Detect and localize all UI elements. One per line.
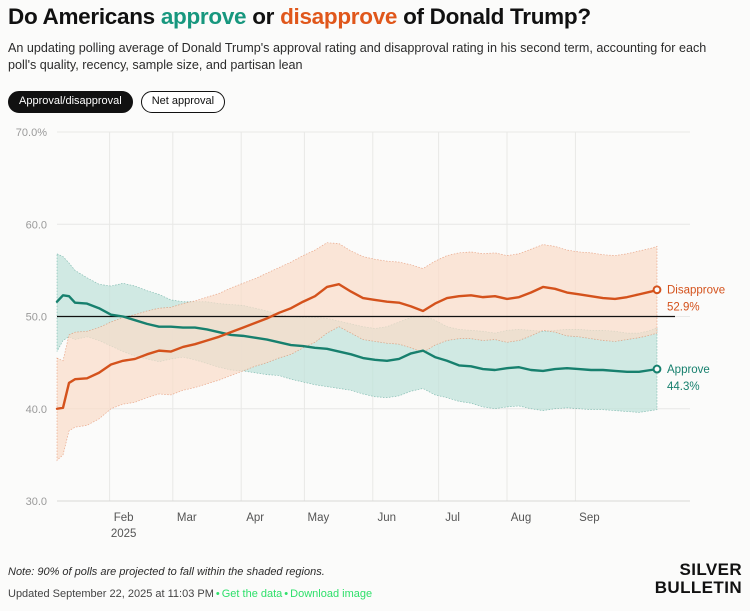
approval-chart[interactable]: 30.0 40.0 50.0 60.0 70.0% Disapprove 52.9% Appr… bbox=[0, 118, 750, 548]
x-tick-label: Sep bbox=[579, 512, 599, 524]
y-tick-label: 40.0 bbox=[26, 404, 47, 416]
x-tick-label: May bbox=[308, 512, 330, 524]
title-text-2: of Donald Trump? bbox=[397, 4, 591, 29]
x-tick-label: Aug bbox=[511, 512, 531, 524]
toggle-approval-disapproval[interactable]: Approval/disapproval bbox=[8, 91, 133, 113]
y-tick-label: 70.0% bbox=[16, 127, 47, 139]
title-word-disapprove: disapprove bbox=[280, 4, 398, 29]
page-title: Do Americans approve or disapprove of Do… bbox=[8, 4, 744, 30]
download-image-link[interactable]: Download image bbox=[290, 588, 373, 600]
endpoint-marker-approve bbox=[652, 364, 662, 374]
y-tick-label: 50.0 bbox=[26, 312, 47, 324]
x-tick-label: Jul bbox=[445, 512, 460, 524]
x-tick-label: Apr bbox=[246, 512, 264, 524]
updated-line: Updated September 22, 2025 at 11:03 PM • G… bbox=[8, 588, 372, 600]
title-text-1: Do Americans bbox=[8, 4, 161, 29]
chart-note: Note: 90% of polls are projected to fall… bbox=[8, 566, 325, 578]
line-approve[interactable] bbox=[55, 294, 659, 374]
x-tick-label: Mar bbox=[177, 512, 197, 524]
endpoint-label-disapprove: Disapprove bbox=[667, 285, 725, 297]
page-subtitle: An updating polling average of Donald Tr… bbox=[8, 41, 707, 72]
endpoint-marker-disapprove bbox=[652, 285, 662, 295]
endpoint-value-disapprove: 52.9% bbox=[667, 302, 700, 314]
updated-timestamp: Updated September 22, 2025 at 11:03 PM bbox=[8, 588, 214, 600]
toggle-net-approval[interactable]: Net approval bbox=[140, 91, 226, 113]
logo-line-1: SILVER bbox=[679, 560, 742, 579]
view-toggle-group: Approval/disapproval Net approval bbox=[8, 91, 226, 113]
line-disapprove[interactable] bbox=[55, 283, 659, 410]
chart-svg: 30.0 40.0 50.0 60.0 70.0% Disapprove 52.9% Appr… bbox=[16, 127, 725, 540]
title-text-mid: or bbox=[246, 4, 281, 29]
y-tick-label: 60.0 bbox=[26, 219, 47, 231]
bullet-1: • bbox=[215, 588, 220, 600]
logo-line-2: BULLETIN bbox=[654, 577, 742, 597]
x-tick-year-label: 2025 bbox=[111, 528, 137, 540]
bullet-2: • bbox=[284, 588, 289, 600]
confidence-band-disapprove bbox=[56, 242, 658, 462]
title-word-approve: approve bbox=[160, 4, 247, 29]
y-tick-label: 30.0 bbox=[26, 496, 47, 508]
x-tick-label: Feb bbox=[114, 512, 134, 524]
silver-bulletin-logo: SILVER BULLETIN bbox=[655, 561, 742, 596]
endpoint-value-approve: 44.3% bbox=[667, 381, 700, 393]
get-the-data-link[interactable]: Get the data bbox=[221, 588, 283, 600]
endpoint-label-approve: Approve bbox=[667, 364, 710, 376]
x-tick-label: Jun bbox=[378, 512, 397, 524]
